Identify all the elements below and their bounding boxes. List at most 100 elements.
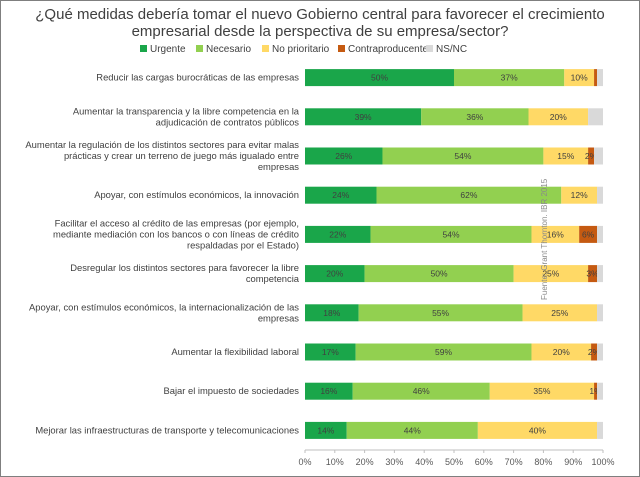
bar-segment	[597, 382, 603, 400]
bar-segment	[370, 225, 532, 243]
data-label: 36%	[466, 112, 483, 122]
legend-item-3: Contraproducente	[338, 44, 428, 55]
bar-segment	[305, 265, 365, 283]
bar-segment	[588, 147, 595, 165]
data-label: 17%	[322, 347, 339, 357]
bar-segment	[421, 108, 529, 126]
bar-segment	[382, 147, 544, 165]
bar-segment	[594, 147, 603, 165]
data-label: 12%	[571, 190, 588, 200]
category-label-line: Facilitar el acceso al crédito de las em…	[55, 217, 299, 228]
data-label: 26%	[335, 151, 352, 161]
data-label: 15%	[557, 151, 574, 161]
category-label: Aumentar la flexibilidad laboral	[171, 346, 299, 357]
data-label: 54%	[454, 151, 471, 161]
bar-segment	[489, 382, 595, 400]
legend-swatch-2	[262, 45, 269, 52]
category-label-line: Aumentar la transparencia y la libre com…	[73, 105, 300, 116]
category-label: Aumentar la regulación de los distintos …	[25, 139, 299, 172]
bar-segment	[579, 225, 598, 243]
category-label-line: Desregular los distintos sectores para f…	[70, 262, 299, 273]
category-label: Reducir las cargas burocráticas de las e…	[96, 72, 299, 83]
bar-segment	[531, 225, 580, 243]
category-label-line: empresas	[258, 161, 299, 172]
bar-segment	[305, 225, 371, 243]
bar-segment	[594, 69, 598, 87]
data-label: 2%	[585, 151, 598, 161]
bar-segment	[352, 382, 490, 400]
legend-label-4: NS/NC	[436, 44, 468, 55]
data-label: 16%	[320, 386, 337, 396]
legend-label-1: Necesario	[206, 44, 252, 55]
data-label: 25%	[551, 308, 568, 318]
bar-segment	[305, 69, 454, 87]
category-label-line: mediante mediación con los bancos o con …	[53, 228, 299, 239]
bar-segment	[376, 186, 562, 204]
data-label: 50%	[431, 269, 448, 279]
bar-segment	[597, 343, 603, 361]
x-tick-label: 100%	[591, 457, 614, 467]
data-label: 20%	[550, 112, 567, 122]
data-label: 54%	[443, 229, 460, 239]
chart-title: ¿Qué medidas debería tomar el nuevo Gobi…	[0, 6, 640, 40]
category-label-line: Apoyar, con estímulos económicos, la int…	[29, 301, 299, 312]
bar-segment	[528, 108, 589, 126]
category-label: Bajar el impuesto de sociedades	[164, 385, 300, 396]
data-label: 2%	[588, 347, 601, 357]
bar-segment	[588, 108, 603, 126]
bar-segment	[531, 343, 592, 361]
x-tick-label: 10%	[326, 457, 344, 467]
category-label-line: competencia	[246, 273, 300, 284]
data-label: 3%	[586, 269, 599, 279]
data-label: 14%	[317, 425, 334, 435]
category-label: Facilitar el acceso al crédito de las em…	[53, 217, 299, 250]
legend-swatch-1	[196, 45, 203, 52]
bar-segment	[597, 265, 603, 283]
category-label-line: respaldadas por el Estado)	[187, 239, 299, 250]
x-tick-label: 40%	[415, 457, 433, 467]
x-tick-label: 20%	[356, 457, 374, 467]
bar-segment	[564, 69, 595, 87]
bar-segment	[305, 304, 359, 322]
bar-segment	[305, 147, 383, 165]
bar-segment	[477, 421, 598, 439]
category-label-line: adjudicación de contratos públicos	[156, 116, 300, 127]
bar-segment	[597, 304, 603, 322]
data-label: 1%	[589, 386, 602, 396]
bar-segment	[513, 265, 589, 283]
data-label: 59%	[435, 347, 452, 357]
bar-segment	[597, 225, 603, 243]
bar-segment	[522, 304, 598, 322]
category-label-line: Bajar el impuesto de sociedades	[164, 385, 300, 396]
chart-title-line-2: empresarial desde la perspectiva de su e…	[131, 23, 509, 40]
bar-segment	[364, 265, 514, 283]
legend-item-1: Necesario	[196, 44, 251, 55]
bar-segment	[594, 382, 598, 400]
bar-segment	[588, 265, 598, 283]
bar-segment	[305, 108, 422, 126]
bar-segment	[355, 343, 532, 361]
bar-segment	[454, 69, 565, 87]
source-note: Fuente: Grant Thornton. IBR 2015	[540, 178, 549, 300]
data-label: 25%	[542, 269, 559, 279]
data-label: 40%	[529, 425, 546, 435]
data-label: 39%	[355, 112, 372, 122]
category-label: Apoyar, con estímulos económicos, la int…	[29, 301, 299, 323]
data-label: 62%	[460, 190, 477, 200]
data-label: 35%	[533, 386, 550, 396]
data-label: 22%	[329, 229, 346, 239]
x-tick-label: 0%	[298, 457, 311, 467]
legend-swatch-0	[140, 45, 147, 52]
data-label: 24%	[332, 190, 349, 200]
data-label: 50%	[371, 73, 388, 83]
category-label: Desregular los distintos sectores para f…	[70, 262, 300, 284]
category-label: Aumentar la transparencia y la libre com…	[73, 105, 300, 127]
category-label: Mejorar las infraestructuras de transpor…	[35, 424, 299, 435]
legend-label-0: Urgente	[150, 44, 186, 55]
chart-title-line-1: ¿Qué medidas debería tomar el nuevo Gobi…	[35, 6, 605, 23]
data-label: 46%	[413, 386, 430, 396]
category-label-line: Reducir las cargas burocráticas de las e…	[96, 72, 299, 83]
x-tick-label: 60%	[475, 457, 493, 467]
category-label-line: Mejorar las infraestructuras de transpor…	[35, 424, 299, 435]
